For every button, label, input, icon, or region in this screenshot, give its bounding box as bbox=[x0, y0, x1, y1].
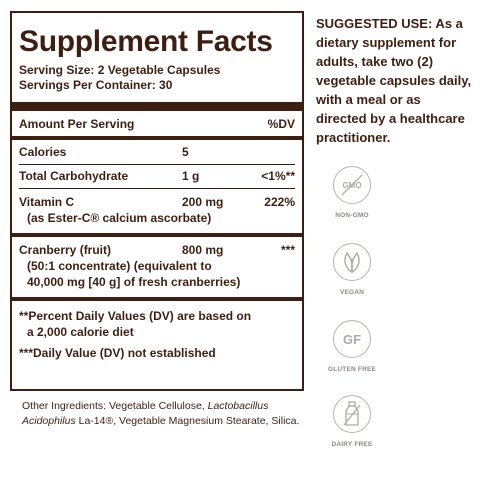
badge-non-gmo: GMO NON-GMO bbox=[329, 166, 375, 219]
row-name: Vitamin C bbox=[19, 195, 75, 209]
header-row: Amount Per Serving %DV bbox=[19, 117, 295, 136]
row-name: Calories bbox=[19, 145, 67, 159]
suggested-use-line: SUGGESTED USE: As a bbox=[316, 16, 463, 31]
row-dv: 222% bbox=[264, 195, 295, 209]
row-amount: 200 mg bbox=[182, 195, 224, 209]
badge-label: GLUTEN FREE bbox=[327, 366, 377, 373]
row-amount: 1 g bbox=[182, 169, 200, 183]
gf-icon: GF bbox=[333, 320, 371, 358]
gf-icon-text: GF bbox=[342, 331, 362, 347]
cranberry-detail-2: 40,000 mg [40 g] of fresh cranberries) bbox=[27, 275, 241, 289]
badge-gluten-free: GF GLUTEN FREE bbox=[328, 320, 376, 373]
facts-title: Supplement Facts bbox=[19, 25, 273, 58]
row-dv: *** bbox=[280, 243, 295, 257]
row-total-carbohydrate: Total Carbohydrate 1 g <1%** bbox=[19, 169, 295, 185]
row-dv: <1%** bbox=[261, 169, 295, 183]
medium-divider bbox=[12, 297, 302, 301]
medium-divider bbox=[12, 136, 302, 140]
cranberry-detail-1: (50:1 concentrate) (equivalent to bbox=[27, 259, 212, 273]
header-dv: %DV bbox=[267, 117, 295, 131]
row-amount: 800 mg bbox=[182, 243, 224, 257]
row-amount: 5 bbox=[182, 145, 189, 159]
row-calories: Calories 5 bbox=[19, 145, 295, 161]
suggested-use-line: practitioner. bbox=[316, 130, 391, 145]
milk-bottle-icon bbox=[333, 395, 371, 433]
suggested-use-line: adults, take two (2) bbox=[316, 54, 434, 69]
leaf-icon bbox=[333, 243, 371, 281]
suggested-use-line: directed by a healthcare bbox=[316, 111, 465, 126]
medium-divider bbox=[12, 233, 302, 237]
badge-vegan: VEGAN bbox=[329, 243, 375, 296]
gmo-icon: GMO bbox=[333, 166, 371, 204]
badge-label: DAIRY FREE bbox=[331, 441, 373, 448]
badge-label: NON-GMO bbox=[335, 212, 369, 219]
footnote-percent-dv: **Percent Daily Values (DV) are based on bbox=[19, 309, 252, 323]
badge-dairy-free: DAIRY FREE bbox=[329, 395, 375, 448]
footnote-calorie-diet: a 2,000 calorie diet bbox=[27, 325, 134, 339]
other-ingredients-prefix: Other Ingredients: Vegetable Cellulose, bbox=[22, 400, 208, 412]
badge-label: VEGAN bbox=[339, 289, 365, 296]
row-cranberry: Cranberry (fruit) 800 mg *** bbox=[19, 243, 295, 259]
other-ingredients-italic: Lactobacillus Acidophilus bbox=[22, 400, 269, 427]
supplement-facts-panel: Supplement Facts Serving Size: 2 Vegetab… bbox=[10, 11, 304, 391]
header-amount-per-serving: Amount Per Serving bbox=[19, 117, 135, 131]
vitamin-c-source: (as Ester-C® calcium ascorbate) bbox=[27, 211, 212, 225]
gmo-icon-text: GMO bbox=[342, 180, 362, 190]
row-name: Total Carbohydrate bbox=[19, 169, 129, 183]
row-vitamin-c: Vitamin C 200 mg 222% bbox=[19, 195, 295, 211]
other-ingredients-suffix: La-14®, Vegetable Magnesium Stearate, Si… bbox=[75, 415, 300, 427]
suggested-use-line: with a meal or as bbox=[316, 92, 421, 107]
thin-divider bbox=[19, 164, 295, 165]
row-name: Cranberry (fruit) bbox=[19, 243, 112, 257]
suggested-use: SUGGESTED USE: As a dietary supplement f… bbox=[316, 14, 496, 147]
thin-divider bbox=[19, 188, 295, 189]
servings-per-container: Servings Per Container: 30 bbox=[19, 78, 173, 92]
footnote-dv-not-established: ***Daily Value (DV) not established bbox=[19, 346, 216, 360]
suggested-use-line: vegetable capsules daily, bbox=[316, 73, 472, 88]
suggested-use-line: dietary supplement for bbox=[316, 35, 457, 50]
serving-size: Serving Size: 2 Vegetable Capsules bbox=[19, 63, 221, 77]
thick-divider bbox=[12, 102, 302, 111]
other-ingredients: Other Ingredients: Vegetable Cellulose, … bbox=[22, 399, 302, 429]
